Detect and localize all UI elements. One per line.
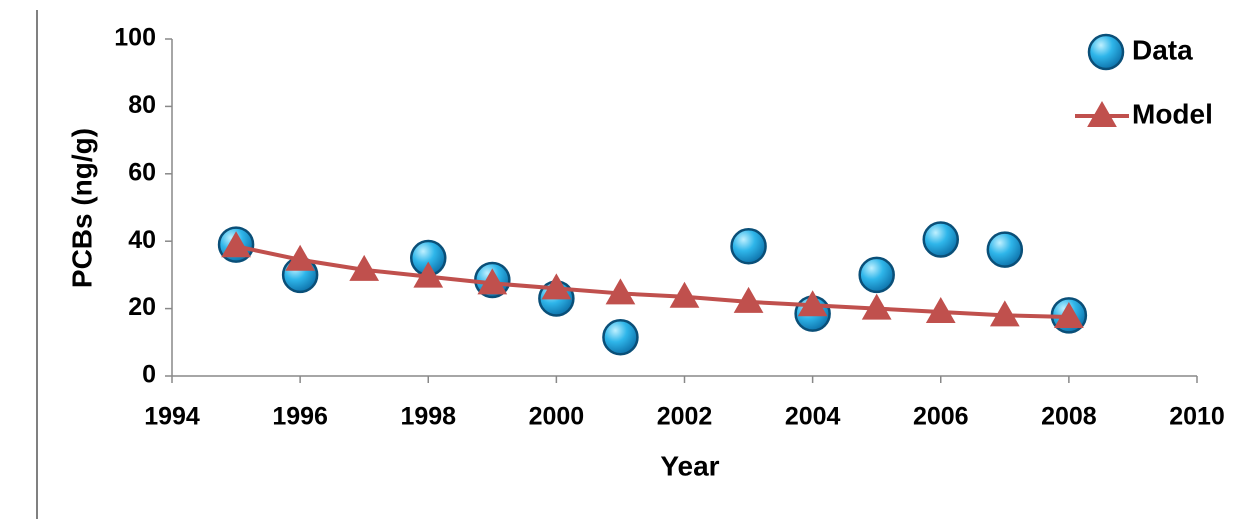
x-tick-label: 2004 xyxy=(785,403,841,431)
x-tick-label: 2010 xyxy=(1169,403,1225,431)
data-point xyxy=(922,221,959,258)
x-tick-label: 1994 xyxy=(144,403,200,431)
data-point xyxy=(733,286,764,313)
data-point xyxy=(858,256,895,294)
data-point xyxy=(1054,302,1084,329)
y-axis-title: PCBs (ng/g) xyxy=(66,128,97,288)
y-tick-label: 0 xyxy=(142,361,156,389)
data-point xyxy=(730,228,767,265)
data-point xyxy=(349,254,380,281)
x-tick-label: 2008 xyxy=(1041,403,1097,431)
y-tick-label: 20 xyxy=(128,293,156,321)
y-tick-label: 80 xyxy=(128,91,156,119)
y-tick-label: 40 xyxy=(128,226,156,254)
legend-label: Data xyxy=(1132,34,1193,65)
x-tick-label: 2000 xyxy=(529,403,585,431)
data-point xyxy=(477,268,508,295)
series-line xyxy=(235,244,1069,320)
legend-label: Model xyxy=(1132,98,1213,129)
legend-marker xyxy=(1087,100,1117,127)
data-point xyxy=(669,281,700,308)
data-point xyxy=(797,290,828,317)
data-point xyxy=(986,231,1024,268)
data-point xyxy=(989,300,1020,327)
data-point xyxy=(413,261,444,288)
data-point xyxy=(285,244,315,271)
x-tick-label: 1998 xyxy=(400,403,456,431)
data-point xyxy=(861,293,892,320)
x-tick-label: 2002 xyxy=(657,403,713,431)
data-point xyxy=(541,273,572,300)
data-point xyxy=(602,318,639,356)
data-point xyxy=(605,278,636,305)
y-tick-label: 100 xyxy=(114,24,156,52)
x-axis-title: Year xyxy=(660,450,719,481)
x-tick-label: 2006 xyxy=(913,403,969,431)
legend-marker xyxy=(1087,33,1125,71)
data-point xyxy=(925,296,956,323)
x-tick-label: 1996 xyxy=(272,403,328,431)
data-point xyxy=(221,231,251,258)
y-tick-label: 60 xyxy=(128,158,156,186)
